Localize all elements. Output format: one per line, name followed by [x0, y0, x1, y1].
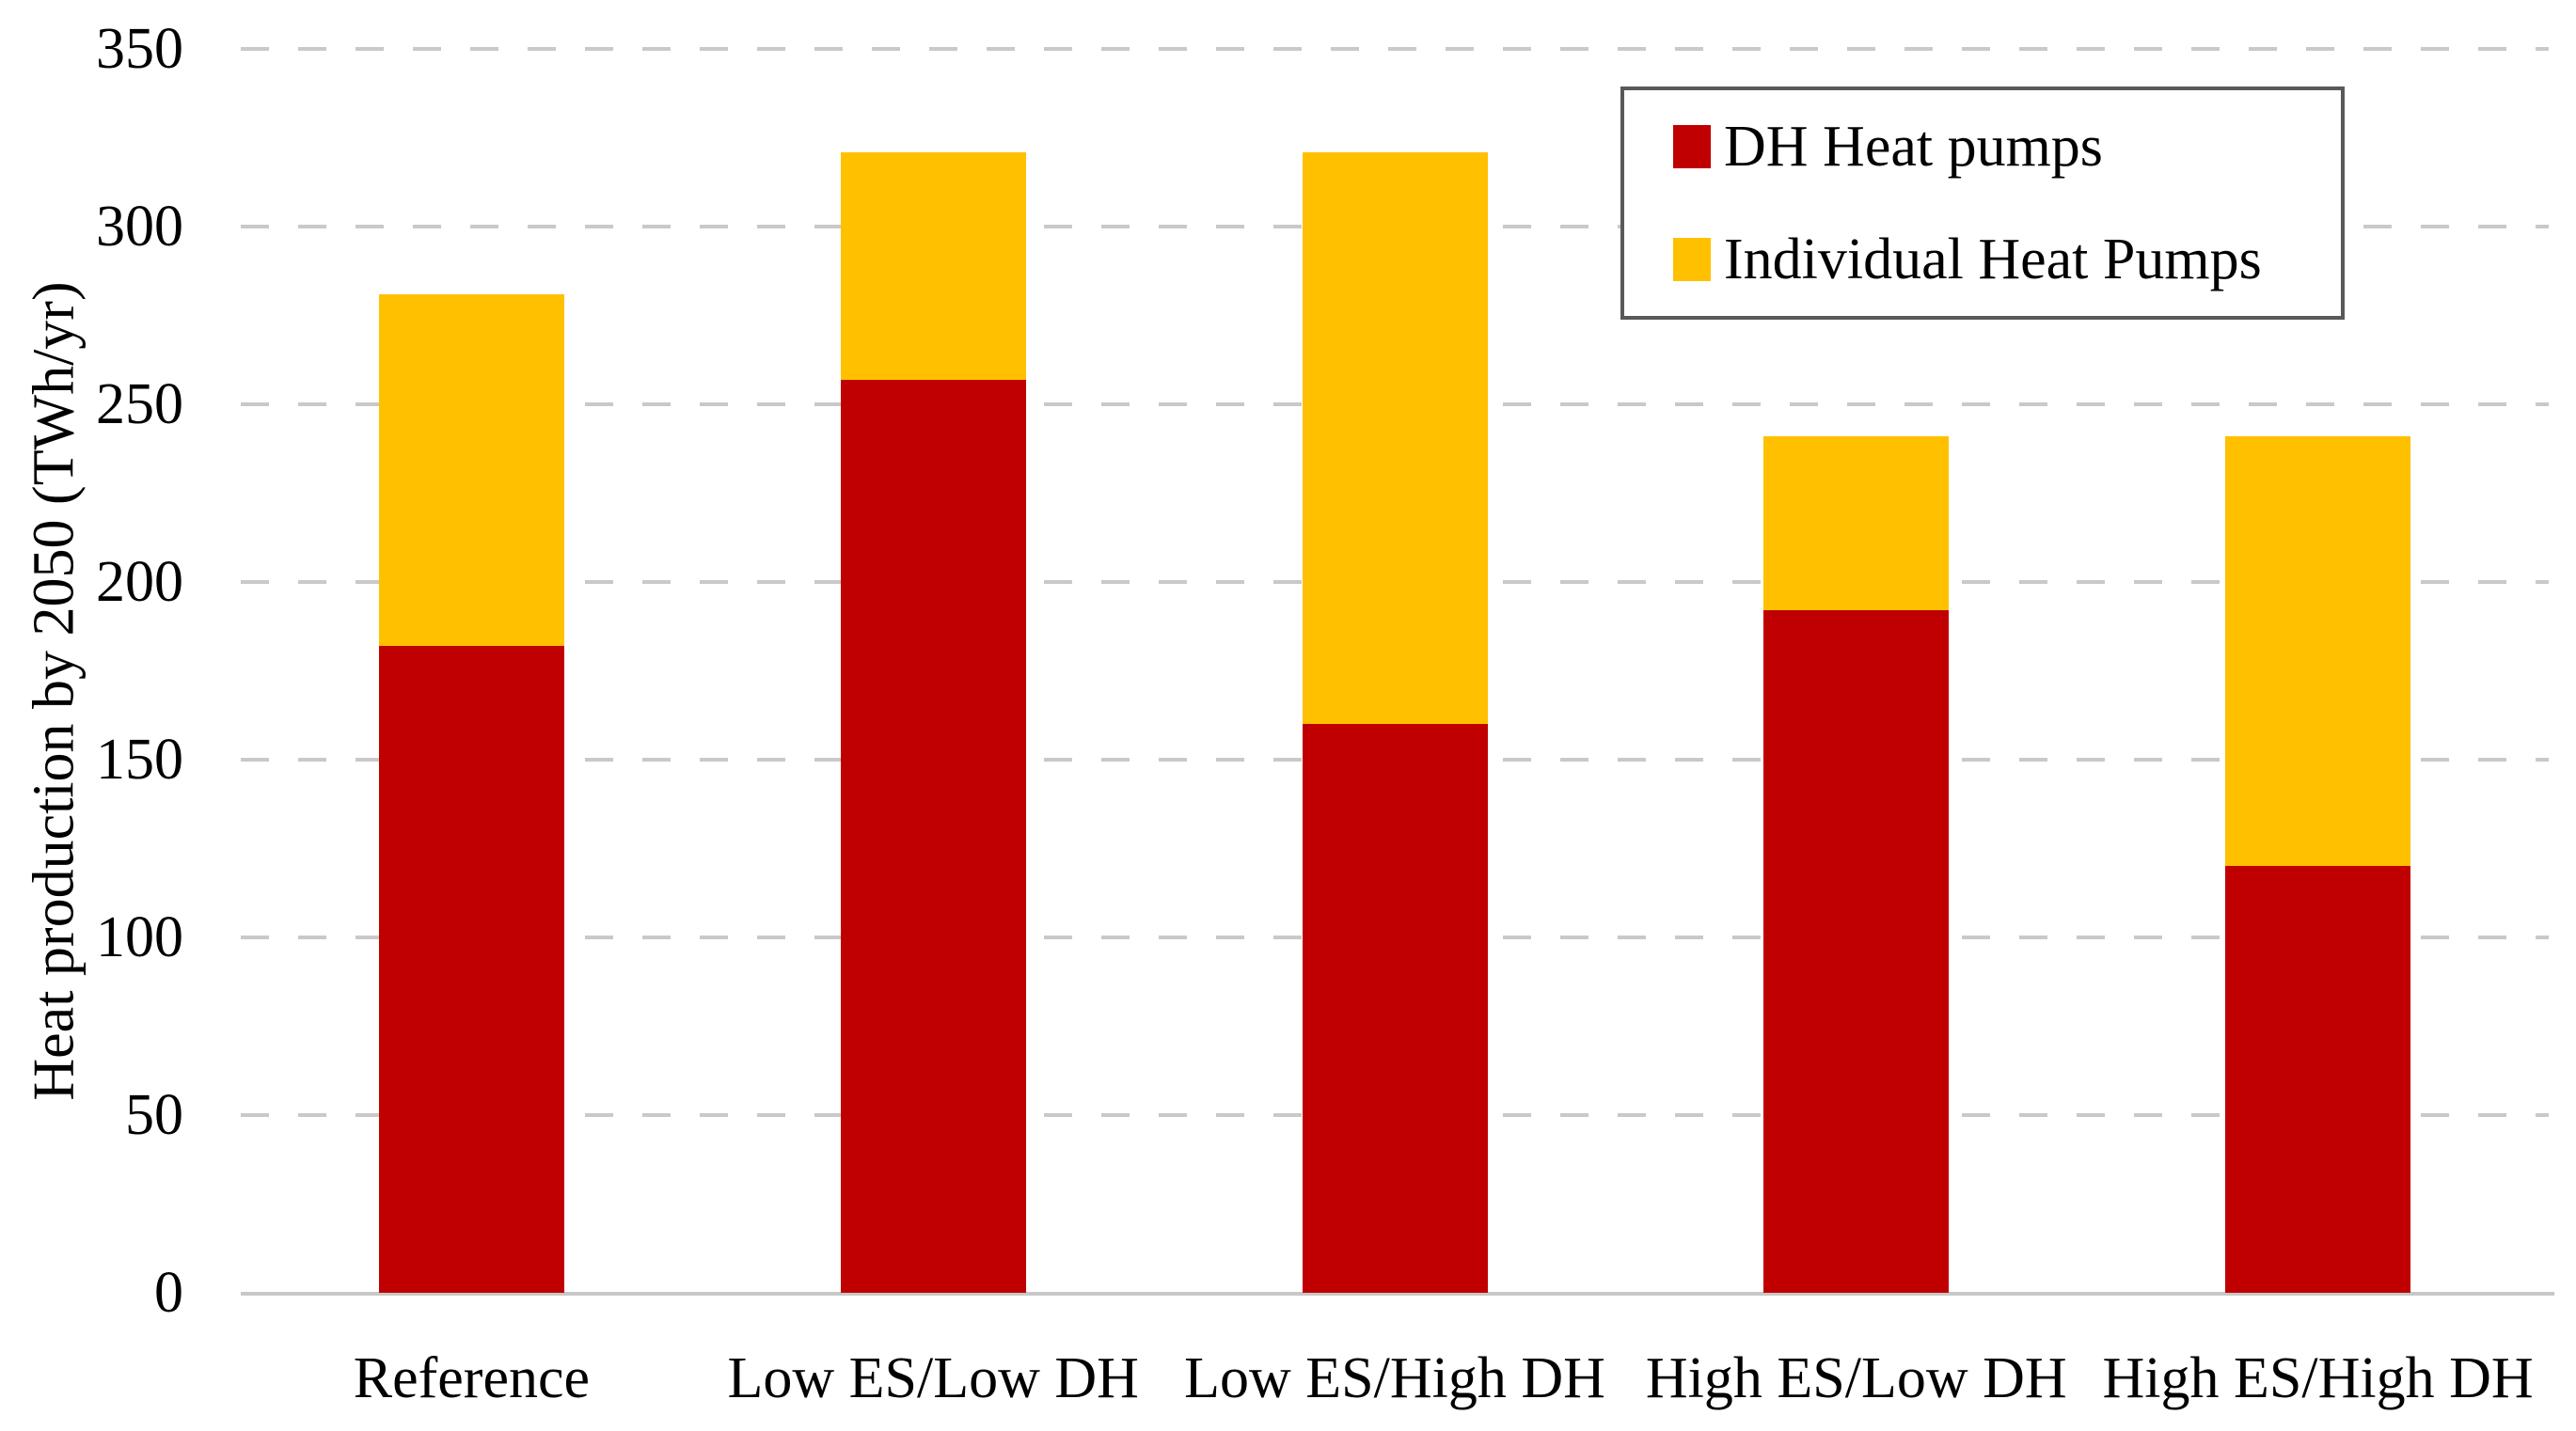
- y-tick-label-350: 350: [96, 17, 183, 81]
- legend-swatch-individual-heat-pumps: [1673, 238, 1711, 281]
- y-tick-label-300: 300: [96, 195, 183, 259]
- x-axis-label-reference: Reference: [353, 1346, 591, 1410]
- bar-low-es-high-dh-individual-heat-pumps: [1302, 151, 1488, 725]
- x-axis-label-high-es-high-dh: High ES/High DH: [2102, 1346, 2534, 1410]
- y-tick-label-250: 250: [96, 372, 183, 436]
- bar-low-es-low-dh-dh-heat-pumps: [840, 379, 1026, 1293]
- legend-label-individual-heat-pumps: Individual Heat Pumps: [1724, 227, 2262, 291]
- bar-low-es-low-dh-individual-heat-pumps: [840, 151, 1026, 380]
- bar-low-es-high-dh-dh-heat-pumps: [1302, 724, 1488, 1293]
- bar-high-es-high-dh-individual-heat-pumps: [2225, 436, 2411, 867]
- bar-high-es-low-dh-individual-heat-pumps: [1763, 436, 1950, 611]
- bar-high-es-low-dh-dh-heat-pumps: [1763, 610, 1950, 1293]
- y-tick-label-0: 0: [154, 1261, 183, 1325]
- x-axis-label-low-es-low-dh: Low ES/Low DH: [727, 1346, 1139, 1410]
- y-tick-label-150: 150: [96, 728, 183, 792]
- bar-high-es-high-dh-dh-heat-pumps: [2225, 866, 2411, 1293]
- y-tick-label-200: 200: [96, 550, 183, 614]
- x-axis-label-high-es-low-dh: High ES/Low DH: [1645, 1346, 2067, 1410]
- y-tick-label-50: 50: [125, 1083, 183, 1147]
- gridline-350: [241, 47, 2549, 51]
- bar-reference-individual-heat-pumps: [378, 293, 564, 647]
- bar-reference-dh-heat-pumps: [378, 646, 564, 1293]
- legend: DH Heat pumps Individual Heat Pumps: [1620, 86, 2345, 320]
- x-axis-label-low-es-high-dh: Low ES/High DH: [1184, 1346, 1605, 1410]
- x-axis-line: [241, 1292, 2554, 1296]
- legend-item-individual-heat-pumps: Individual Heat Pumps: [1624, 203, 2341, 316]
- legend-label-dh-heat-pumps: DH Heat pumps: [1724, 114, 2103, 179]
- legend-swatch-dh-heat-pumps: [1673, 125, 1711, 168]
- legend-item-dh-heat-pumps: DH Heat pumps: [1624, 90, 2341, 203]
- y-tick-label-100: 100: [96, 905, 183, 969]
